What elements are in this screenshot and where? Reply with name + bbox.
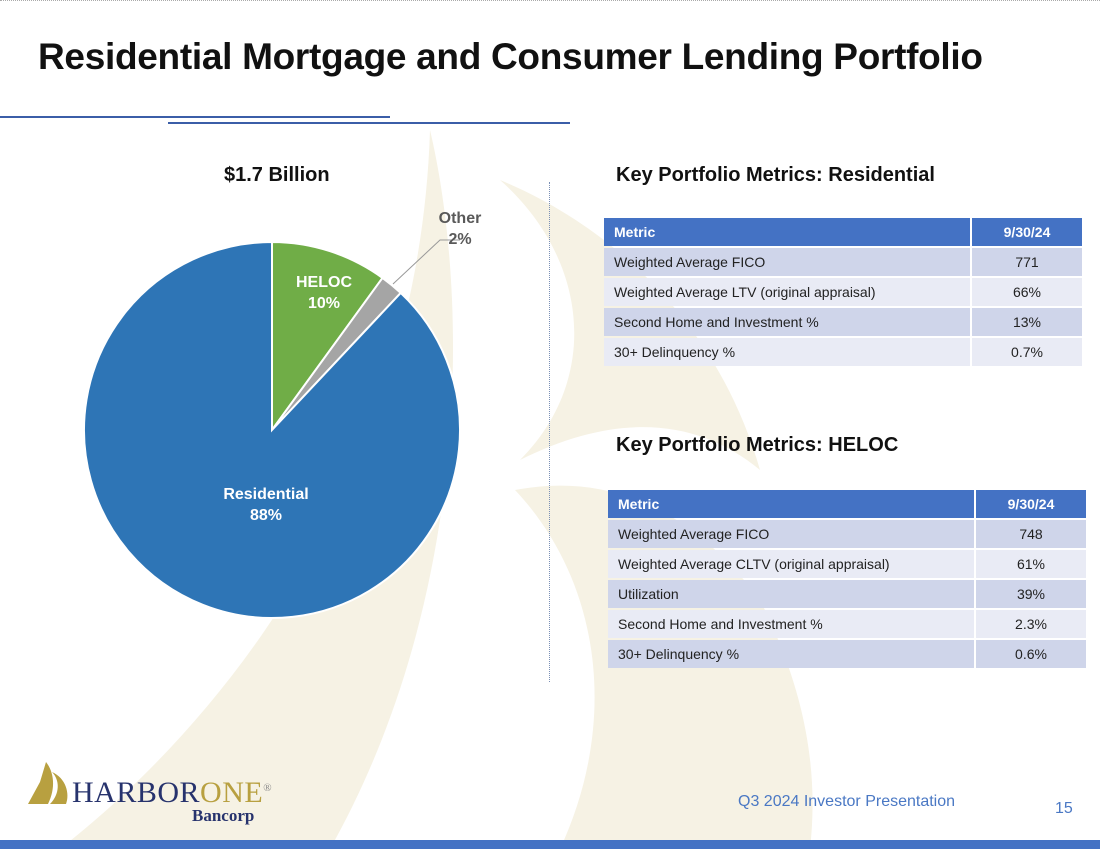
metric-name: Utilization [608, 580, 974, 608]
bottom-bar [0, 840, 1100, 849]
residential-heading: Key Portfolio Metrics: Residential [616, 164, 935, 186]
column-header: Metric [604, 218, 970, 246]
metric-value: 0.6% [974, 640, 1086, 668]
table-row: Utilization 39% [608, 580, 1086, 608]
logo-subtitle: Bancorp [192, 806, 255, 825]
column-header: 9/30/24 [974, 490, 1086, 518]
metric-name: Second Home and Investment % [604, 308, 970, 336]
table-row: Weighted Average LTV (original appraisal… [604, 278, 1082, 306]
metric-name: Weighted Average FICO [608, 520, 974, 548]
metric-value: 771 [970, 248, 1082, 276]
divider [549, 182, 550, 682]
table-row: Weighted Average FICO 771 [604, 248, 1082, 276]
heloc-heading: Key Portfolio Metrics: HELOC [616, 434, 899, 456]
footer-text: Q3 2024 Investor Presentation [738, 793, 956, 810]
table-row: Weighted Average CLTV (original appraisa… [608, 550, 1086, 578]
column-header: Metric [608, 490, 974, 518]
pie-slice-residential [83, 240, 461, 619]
harborone-logo: HARBORONE® Bancorp [26, 762, 272, 825]
heloc-table: Metric 9/30/24 Weighted Average FICO 748 We… [608, 488, 1086, 670]
metric-value: 13% [970, 308, 1082, 336]
metric-name: Weighted Average FICO [604, 248, 970, 276]
metric-value: 39% [974, 580, 1086, 608]
metric-value: 61% [974, 550, 1086, 578]
heloc-label: HELOC 10% [296, 274, 352, 312]
residential-table: Metric 9/30/24 Weighted Average FICO 771 We… [604, 216, 1082, 368]
table-row: 30+ Delinquency % 0.7% [604, 338, 1082, 366]
page-title: Residential Mortgage and Consumer Lendin… [38, 36, 983, 77]
page-number: 15 [1055, 800, 1073, 817]
other-label: Other 2% [438, 210, 482, 248]
metric-name: 30+ Delinquency % [608, 640, 974, 668]
metric-value: 0.7% [970, 338, 1082, 366]
other-leader-line [392, 239, 460, 285]
metric-name: Weighted Average LTV (original appraisal… [604, 278, 970, 306]
top-border [0, 0, 1100, 1]
table-row: Weighted Average FICO 748 [608, 520, 1086, 548]
metric-name: 30+ Delinquency % [604, 338, 970, 366]
metric-value: 2.3% [974, 610, 1086, 638]
pie-slice-heloc [271, 240, 384, 434]
column-header: 9/30/24 [970, 218, 1082, 246]
metric-value: 66% [970, 278, 1082, 306]
pie-chart [83, 239, 461, 619]
title-rule [168, 122, 570, 124]
sail-logo-icon [28, 762, 68, 804]
metric-name: Second Home and Investment % [608, 610, 974, 638]
table-row: Second Home and Investment % 2.3% [608, 610, 1086, 638]
table-row: 30+ Delinquency % 0.6% [608, 640, 1086, 668]
table-row: Second Home and Investment % 13% [604, 308, 1082, 336]
chart-title: $1.7 Billion [224, 164, 330, 186]
metric-name: Weighted Average CLTV (original appraisa… [608, 550, 974, 578]
metric-value: 748 [974, 520, 1086, 548]
title-rule [0, 116, 390, 118]
residential-label: Residential 88% [223, 486, 309, 524]
